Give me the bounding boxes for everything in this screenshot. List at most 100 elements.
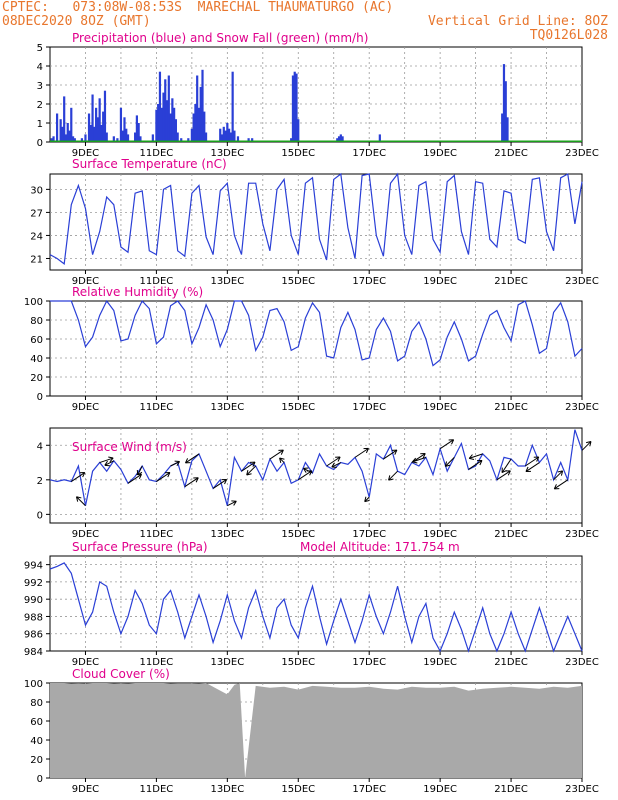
- precip-bar: [247, 138, 250, 142]
- x-tick-label: 15DEC: [281, 784, 315, 795]
- y-tick-label: 986: [24, 630, 43, 641]
- series-group-1: [49, 172, 583, 266]
- y-tick-label: 984: [24, 647, 43, 658]
- wind-vector-head: [303, 467, 309, 473]
- wind-vector: [554, 479, 569, 490]
- wind-vector-head: [476, 459, 483, 466]
- wind-vector-head: [246, 470, 252, 476]
- wind-vector: [496, 470, 511, 481]
- precip-bar: [197, 107, 201, 142]
- y-tick-label: 100: [24, 297, 43, 308]
- precip-bar: [501, 113, 504, 142]
- wind-vector-head: [391, 449, 398, 455]
- x-tick-label: 13DEC: [210, 276, 244, 287]
- wind-vector-head: [412, 457, 418, 464]
- panel-title-4: Surface Pressure (hPa): [72, 540, 208, 554]
- x-tick-label: 11DEC: [140, 657, 174, 668]
- precip-bar: [502, 64, 506, 142]
- x-tick-label: 21DEC: [494, 529, 528, 540]
- precip-bar: [103, 90, 107, 142]
- header-grid-note: Vertical Grid Line: 8OZ: [427, 14, 608, 29]
- x-tick-label: 23DEC: [565, 148, 599, 159]
- precip-bar: [176, 132, 179, 142]
- series-line-1: [49, 172, 583, 266]
- y-tick-label: 994: [24, 561, 43, 572]
- precip-bar: [102, 111, 105, 142]
- cloud-cover-area: [50, 683, 582, 778]
- precip-bar: [123, 117, 126, 142]
- precip-bar: [96, 117, 99, 142]
- wind-vector-head: [448, 439, 455, 445]
- y-tick-label: 3: [37, 81, 43, 92]
- precip-bar: [171, 98, 174, 142]
- precip-bar: [228, 128, 231, 142]
- precip-bar: [506, 117, 509, 142]
- wind-vector-head: [231, 500, 237, 506]
- precip-bar: [126, 134, 130, 142]
- precip-bar: [201, 69, 204, 142]
- x-tick-label: 17DEC: [352, 148, 386, 159]
- x-tick-label: 23DEC: [565, 276, 599, 287]
- y-tick-label: 992: [24, 578, 43, 589]
- wind-vector: [354, 447, 369, 458]
- precip-bar: [194, 104, 197, 142]
- precip-bar: [71, 136, 75, 142]
- series-group-3: [49, 429, 583, 506]
- wind-vector-head: [250, 461, 256, 467]
- panel-frame-4: [49, 555, 583, 652]
- wind-vector: [212, 479, 227, 489]
- precip-bar: [204, 132, 208, 142]
- wind-vector-head: [444, 461, 451, 467]
- precip-bar: [112, 136, 115, 142]
- y-tick-label: 20: [30, 373, 43, 384]
- x-tick-label: 15DEC: [281, 276, 315, 287]
- precip-bar: [167, 75, 170, 142]
- precip-bar: [91, 94, 94, 142]
- precip-bar: [290, 138, 293, 142]
- y-tick-label: 2: [37, 476, 43, 487]
- y-tick-label: 1: [37, 119, 43, 130]
- y-tick-label: 0: [37, 392, 43, 403]
- precip-bar: [73, 138, 76, 142]
- x-tick-label: 15DEC: [281, 657, 315, 668]
- x-tick-label: 21DEC: [494, 148, 528, 159]
- wind-vector: [156, 472, 171, 482]
- precip-bar: [93, 126, 96, 142]
- precip-bar: [190, 128, 193, 142]
- x-tick-label: 11DEC: [140, 402, 174, 413]
- y-tick-label: 80: [30, 698, 43, 709]
- precip-bar: [336, 138, 339, 142]
- wind-vector: [279, 457, 285, 463]
- precip-bar: [137, 123, 140, 142]
- precip-bar: [297, 119, 300, 142]
- y-tick-label: 30: [30, 185, 43, 196]
- x-tick-label: 21DEC: [494, 657, 528, 668]
- wind-vector: [501, 458, 512, 473]
- wind-vector-head: [388, 475, 394, 481]
- precip-bar: [164, 79, 167, 142]
- precip-bar: [196, 75, 199, 142]
- wind-vector-head: [75, 496, 82, 502]
- x-tick-label: 17DEC: [352, 402, 386, 413]
- wind-vector-head: [553, 484, 560, 490]
- precip-bar: [64, 134, 68, 142]
- panel-title-5: Cloud Cover (%): [72, 667, 170, 681]
- wind-vector: [553, 470, 563, 481]
- precip-bar: [233, 130, 236, 142]
- x-tick-label: 9DEC: [72, 148, 99, 159]
- wind-vector-head: [335, 456, 341, 462]
- x-tick-label: 19DEC: [423, 148, 457, 159]
- x-tick-label: 23DEC: [565, 657, 599, 668]
- x-tick-label: 13DEC: [210, 784, 244, 795]
- wind-vector: [303, 467, 313, 474]
- y-tick-label: 2: [37, 100, 43, 111]
- wind-vector-head: [221, 478, 228, 485]
- precip-bar: [224, 130, 227, 142]
- precip-bar: [87, 113, 91, 142]
- wind-vector: [297, 470, 313, 481]
- panel-title-3: Surface Wind (m/s): [72, 440, 187, 454]
- x-tick-label: 15DEC: [281, 402, 315, 413]
- x-tick-label: 9DEC: [72, 402, 99, 413]
- precip-bar: [157, 104, 160, 142]
- wind-vector: [444, 457, 455, 467]
